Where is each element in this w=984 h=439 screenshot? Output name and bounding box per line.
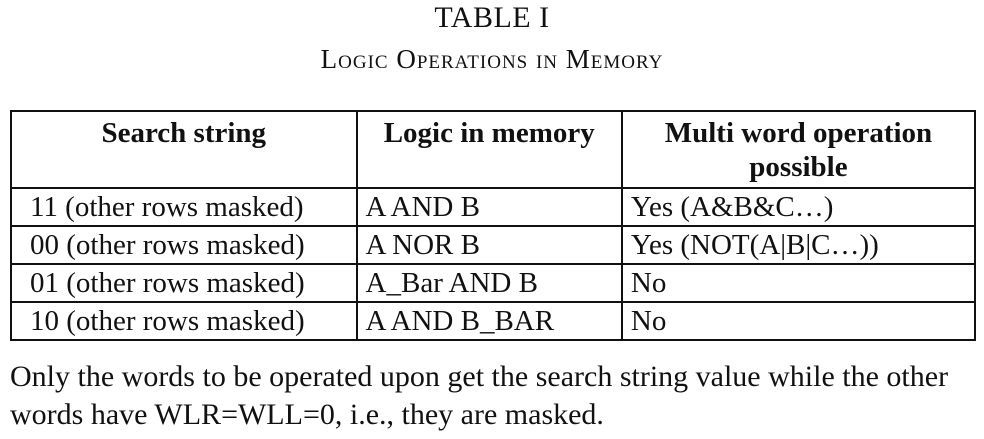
- table-row: 01 (other rows masked) A_Bar AND B No: [10, 263, 977, 303]
- logic-operations-table: Search string Logic in memory Multi word…: [10, 110, 977, 341]
- header-multi-word-operation: Multi word operation possible: [620, 110, 977, 189]
- cell-multi-word: No: [620, 263, 977, 303]
- table-header-row: Search string Logic in memory Multi word…: [10, 110, 977, 189]
- cell-search-string: 10 (other rows masked): [10, 301, 358, 341]
- table-row: 11 (other rows masked) A AND B Yes (A&B&…: [10, 187, 977, 227]
- table-title: Logic Operations in Memory: [320, 44, 664, 74]
- cell-multi-word: Yes (A&B&C…): [620, 187, 977, 227]
- cell-logic: A AND B: [355, 187, 623, 227]
- table-row: 10 (other rows masked) A AND B_BAR No: [10, 301, 977, 341]
- table-footnote: Only the words to be operated upon get t…: [10, 360, 949, 431]
- cell-logic: A NOR B: [355, 225, 623, 265]
- table-row: 00 (other rows masked) A NOR B Yes (NOT(…: [10, 225, 977, 265]
- header-search-string: Search string: [10, 110, 358, 189]
- header-logic-in-memory: Logic in memory: [355, 110, 623, 189]
- cell-search-string: 11 (other rows masked): [10, 187, 358, 227]
- cell-search-string: 00 (other rows masked): [10, 225, 358, 265]
- table-label: TABLE I: [434, 1, 550, 34]
- cell-logic: A_Bar AND B: [355, 263, 623, 303]
- cell-multi-word: Yes (NOT(A|B|C…)): [620, 225, 977, 265]
- cell-multi-word: No: [620, 301, 977, 341]
- cell-logic: A AND B_BAR: [355, 301, 623, 341]
- cell-search-string: 01 (other rows masked): [10, 263, 358, 303]
